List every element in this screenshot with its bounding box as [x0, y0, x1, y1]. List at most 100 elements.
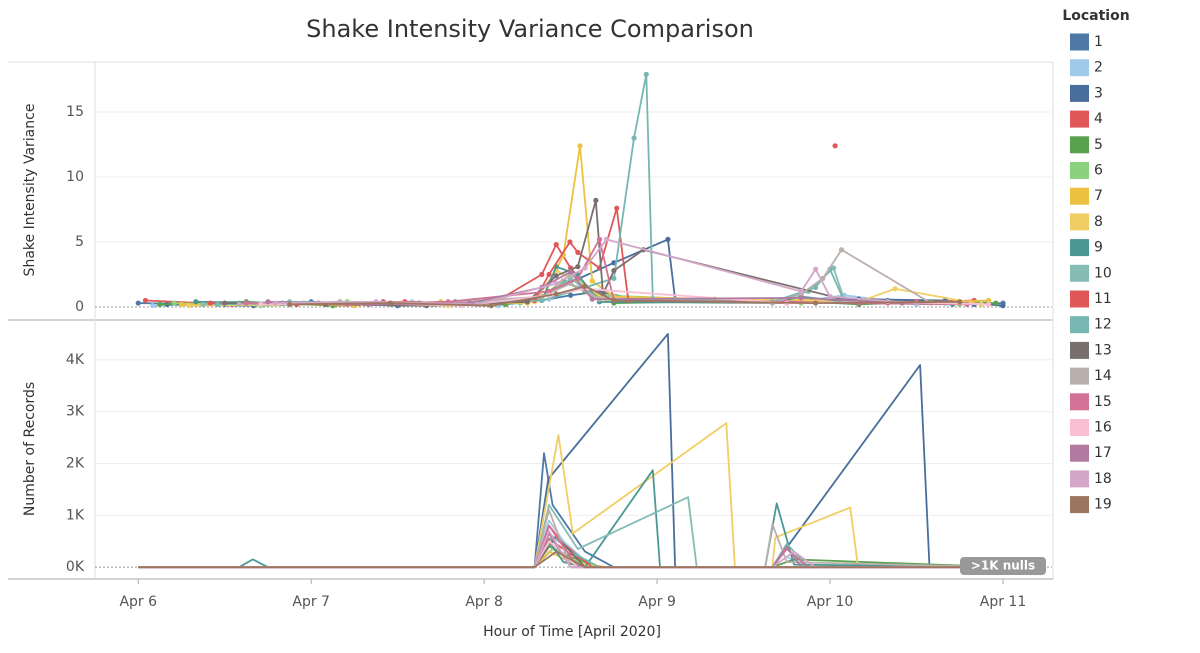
legend-label: 14 — [1094, 368, 1112, 384]
point — [832, 143, 838, 149]
legend-swatch — [1070, 187, 1089, 205]
series-line — [275, 238, 917, 306]
point — [236, 301, 242, 307]
point — [553, 280, 559, 287]
y-tick-label: 2K — [66, 455, 85, 471]
series-line — [289, 285, 960, 307]
y-tick-label: 0 — [75, 299, 84, 315]
x-tick-label: Apr 9 — [638, 594, 676, 610]
legend-swatch — [1070, 316, 1089, 334]
point — [272, 300, 278, 306]
point — [568, 292, 574, 298]
legend-swatch — [1070, 84, 1089, 102]
legend-label: 19 — [1094, 497, 1112, 513]
y-axis-title: Number of Records — [22, 382, 38, 516]
series-line — [138, 550, 1003, 569]
x-tick-label: Apr 10 — [807, 594, 853, 610]
point — [611, 267, 617, 274]
legend-swatch — [1070, 367, 1089, 385]
point — [582, 283, 588, 289]
legend-label: 5 — [1094, 137, 1103, 153]
legend-swatch — [1070, 264, 1089, 282]
point — [553, 273, 559, 279]
point — [631, 135, 637, 141]
point — [985, 297, 992, 304]
point — [546, 271, 552, 278]
legend-swatch — [1070, 110, 1089, 128]
legend-label: 16 — [1094, 420, 1112, 436]
x-tick-label: Apr 8 — [465, 594, 503, 610]
point — [827, 293, 833, 300]
point — [142, 297, 149, 304]
point — [614, 205, 620, 211]
legend-swatch — [1070, 213, 1089, 231]
point — [1000, 303, 1006, 309]
point — [157, 301, 163, 307]
point — [222, 300, 228, 306]
point — [665, 236, 671, 242]
legend-label: 9 — [1094, 240, 1103, 256]
legend-label: 8 — [1094, 214, 1103, 230]
point — [488, 303, 494, 309]
legend-label: 10 — [1094, 265, 1112, 281]
legend-label: 6 — [1094, 163, 1103, 179]
point — [892, 286, 898, 292]
y-tick-label: 0K — [66, 559, 85, 575]
series-line — [138, 422, 1003, 569]
point — [596, 236, 603, 242]
legend-swatch — [1070, 33, 1089, 51]
panel: 0K 1K 2K 3K 4K — [66, 333, 1052, 575]
point — [286, 301, 293, 307]
chart-title: Shake Intensity Variance Comparison — [306, 15, 754, 43]
point — [575, 264, 581, 270]
x-tick-label: Apr 11 — [980, 594, 1026, 610]
legend-swatch — [1070, 341, 1089, 359]
point — [186, 303, 192, 309]
point — [553, 241, 559, 248]
point — [567, 239, 573, 245]
legend-swatch — [1070, 419, 1089, 436]
point — [813, 266, 819, 272]
point — [193, 299, 199, 305]
point — [200, 301, 206, 307]
annotation: >1K nulls — [971, 559, 1035, 573]
point — [135, 300, 141, 306]
y-tick-label: 5 — [75, 234, 84, 250]
legend-swatch — [1070, 290, 1089, 308]
legend-label: 1 — [1094, 34, 1103, 50]
point — [589, 296, 595, 302]
legend-label: 13 — [1094, 342, 1112, 358]
legend-swatch — [1070, 162, 1089, 179]
legend-title: Location — [1062, 8, 1129, 24]
legend-label: 11 — [1094, 291, 1112, 307]
point — [798, 288, 804, 294]
panel: 0 5 10 15 — [66, 71, 1052, 315]
y-tick-label: 15 — [66, 104, 84, 120]
point — [214, 301, 221, 307]
point — [813, 284, 819, 291]
y-tick-label: 10 — [66, 169, 84, 185]
point — [243, 300, 249, 306]
point — [546, 288, 552, 294]
point — [577, 143, 583, 149]
point — [568, 269, 574, 275]
y-tick-label: 1K — [66, 507, 85, 523]
x-tick-label: Apr 6 — [119, 594, 157, 610]
point — [539, 297, 545, 304]
legend-swatch — [1070, 136, 1089, 154]
point — [387, 300, 394, 306]
point — [178, 301, 185, 307]
point — [258, 301, 264, 307]
series-line — [267, 271, 903, 306]
legend-swatch — [1070, 496, 1089, 514]
point — [589, 278, 595, 284]
x-tick-label: Apr 7 — [292, 594, 330, 610]
x-axis-title: Hour of Time [April 2020] — [483, 624, 661, 640]
point — [838, 247, 845, 253]
point — [813, 300, 819, 306]
point — [150, 303, 156, 309]
legend-swatch — [1070, 393, 1089, 411]
point — [985, 301, 992, 307]
y-axis-title: Shake Intensity Variance — [22, 104, 38, 277]
